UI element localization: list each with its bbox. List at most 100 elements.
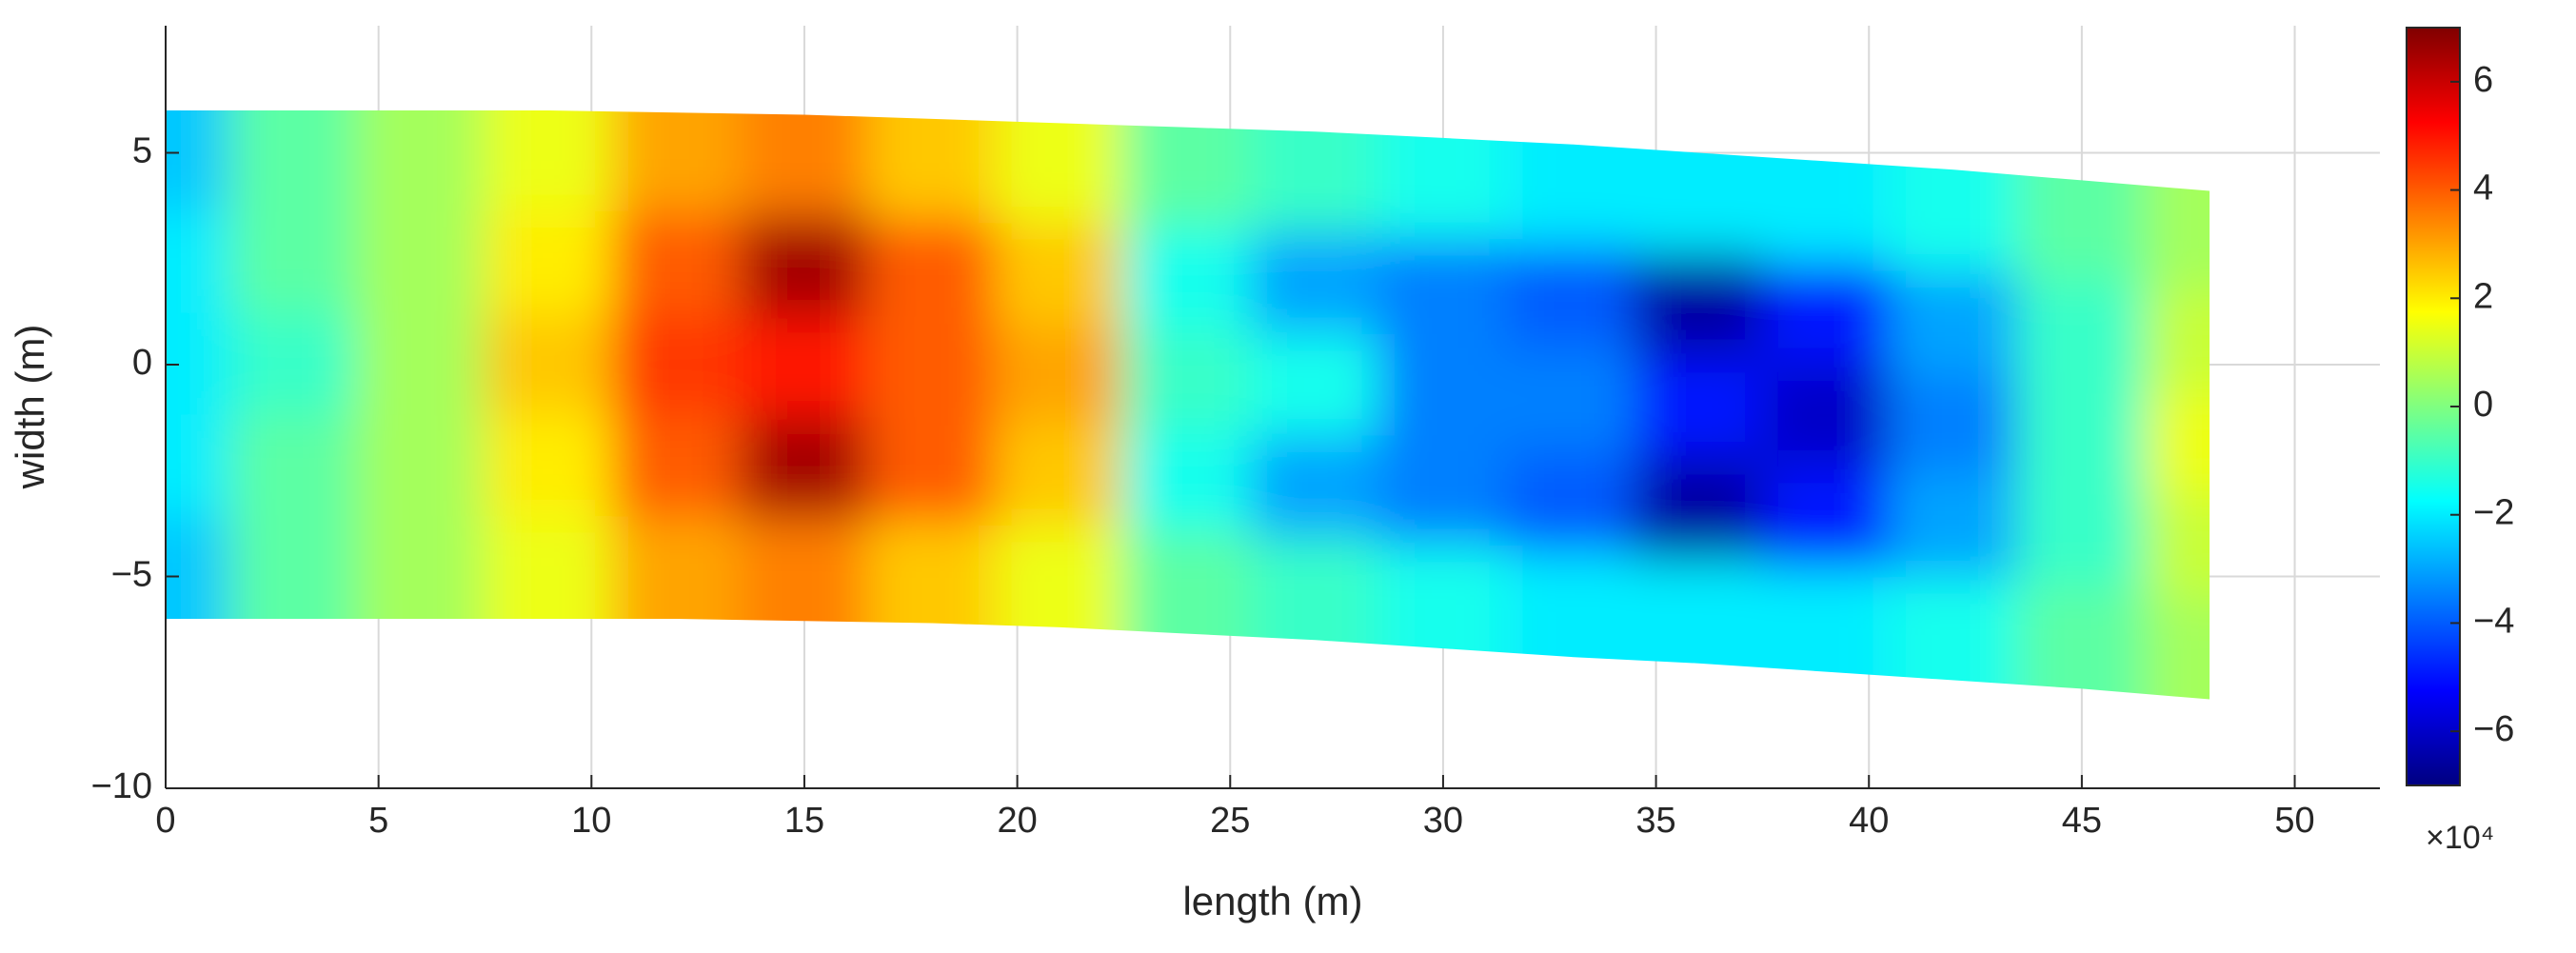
field-cell [1506,246,1636,350]
x-tick-label: 25 [1210,801,1250,841]
field-cell [484,210,614,315]
field-cell [356,312,486,417]
field-cell [1761,110,1892,265]
field-cell [1377,341,1509,446]
field-cell [228,210,359,315]
field-cell [1122,110,1253,230]
field-cell [356,516,486,696]
x-tick-label: 40 [1849,801,1889,841]
colorbar-tick-label: −2 [2473,493,2514,533]
x-tick-label: 0 [155,801,175,841]
x-tick-label: 10 [571,801,611,841]
field-cell [1761,262,1892,367]
field-cell [228,516,359,696]
x-tick-label: 35 [1635,801,1675,841]
field [166,110,2210,700]
field-cell [2144,113,2210,294]
field-cell [1506,110,1636,248]
field-cell [484,516,614,696]
y-tick-label: 0 [132,343,152,383]
field-cell [611,110,742,215]
field-cell [166,312,231,417]
field-cell [2016,383,2147,486]
field-cell [867,110,998,221]
field-cell [166,516,231,696]
field-cell [995,110,1125,226]
field-cell [1250,537,1380,700]
x-tick-label: 20 [997,801,1037,841]
field-cell [1889,110,2019,273]
field-cell [1122,328,1253,432]
y-tick-label: −5 [111,555,152,595]
x-tick-label: 50 [2274,801,2314,841]
y-axis-label: width (m) [8,325,52,490]
field-cell [1634,560,1764,700]
colorbar-scale: ×10⁴ [2426,820,2494,856]
field-cell [995,425,1125,527]
field-cell [356,414,486,519]
x-axis-label: length (m) [1182,879,1362,923]
field-cell [1250,110,1380,235]
x-tick-label: 30 [1423,801,1463,841]
field-cell [2144,494,2210,599]
field-cell [739,316,870,420]
field-cell [1506,450,1636,556]
colorbar-tick-label: −6 [2473,709,2514,749]
field-cell [166,110,231,213]
field-cell [484,414,614,519]
field-cell [1761,467,1892,571]
colorbar-tick-label: 6 [2473,60,2493,100]
field-blur [166,110,2210,700]
field-cell [739,110,870,217]
field-cell [1122,429,1253,534]
field-cell [1122,531,1253,700]
y-tick-label: −10 [91,766,152,806]
field-cell [867,420,998,524]
field-cell [1634,458,1764,563]
field-cell [1250,232,1380,336]
x-tick-label: 5 [368,801,388,841]
field-cell [1634,355,1764,461]
field-cell [484,110,614,213]
field-cell [1250,333,1380,438]
field-cell [611,212,742,316]
field-cell [867,521,998,700]
field-cell [2144,596,2210,700]
field-cell [995,525,1125,700]
field-cell [1506,347,1636,453]
field-cell [166,414,231,519]
field-cell [1377,239,1509,344]
field-cell [1889,577,2019,700]
field-cell [2144,393,2210,497]
field-cell [1889,372,2019,478]
field-cell [1250,435,1380,540]
x-tick-label: 45 [2062,801,2102,841]
field-cell [1634,253,1764,358]
field-cell [228,110,359,213]
field-cell [484,312,614,417]
field-cell [166,210,231,315]
field-cell [356,110,486,213]
field-cell [1122,228,1253,331]
field-cell [739,417,870,521]
colorbar-tick-label: −4 [2473,601,2514,641]
field-cell [1634,110,1764,256]
field-cell [1889,270,2019,375]
x-tick-label: 15 [784,801,824,841]
field-cell [611,313,742,418]
y-tick-label: 5 [132,131,152,171]
field-cell [1377,443,1509,547]
field-cell [1761,568,1892,700]
field-cell [995,223,1125,327]
field-cell [1506,553,1636,700]
field-cell [228,312,359,417]
field-cell [611,516,742,696]
colorbar-tick-label: 0 [2473,385,2493,425]
field-cell [867,218,998,322]
field-cell [739,214,870,319]
colorbar-tick-label: 2 [2473,276,2493,316]
field-cell [611,415,742,519]
field-cell [1761,364,1892,469]
